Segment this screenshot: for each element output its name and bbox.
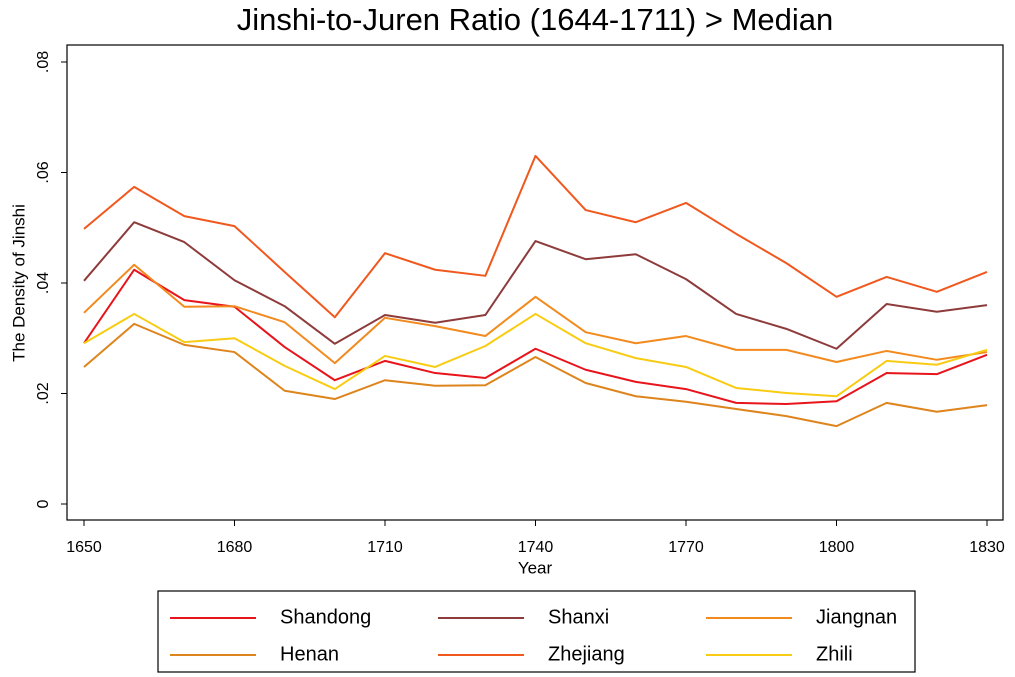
x-tick-label: 1680	[217, 539, 253, 556]
x-tick-label: 1650	[66, 539, 102, 556]
plot-frame	[66, 44, 1004, 521]
x-tick-label: 1770	[668, 539, 704, 556]
x-tick-label: 1830	[969, 539, 1005, 556]
x-tick-label: 1710	[367, 539, 403, 556]
x-tick-label: 1800	[819, 539, 855, 556]
y-tick-label: .02	[35, 382, 52, 404]
series-line	[83, 322, 988, 428]
y-axis-label: The Density of Jinshi	[9, 204, 28, 362]
legend-label: Jiangnan	[816, 606, 897, 628]
legend-label: Shandong	[280, 606, 371, 628]
y-tick-label: .04	[35, 272, 52, 294]
legend-label: Zhejiang	[548, 643, 625, 665]
series-line	[83, 154, 988, 319]
legend-frame	[157, 590, 916, 673]
y-tick-label: .06	[35, 161, 52, 183]
legend-label: Shanxi	[548, 606, 609, 628]
y-tick-label: .08	[35, 51, 52, 73]
legend-label: Zhili	[816, 643, 853, 665]
legend-label: Henan	[280, 643, 339, 665]
series-line	[83, 221, 988, 350]
x-axis-label: Year	[518, 558, 553, 577]
x-tick-label: 1740	[518, 539, 554, 556]
series-line	[83, 263, 988, 365]
series-line	[83, 312, 988, 398]
chart-title: Jinshi-to-Juren Ratio (1644-1711) > Medi…	[237, 2, 834, 37]
y-tick-label: 0	[35, 499, 52, 508]
